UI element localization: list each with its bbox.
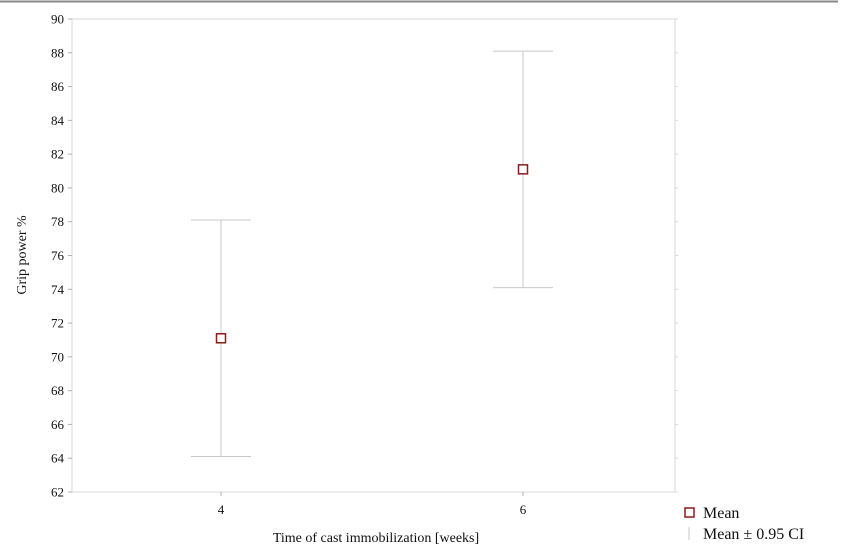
y-tick-label: 62 [51,485,64,500]
y-tick-label: 80 [51,180,64,195]
mean-marker [215,333,227,344]
y-tick-label: 66 [51,417,65,432]
y-tick-label: 86 [51,79,65,94]
y-tick-label: 90 [51,12,64,27]
y-axis: 62 64 66 68 70 72 74 76 78 80 82 84 86 88 90 [51,12,678,500]
y-axis-title: Grip power % [15,215,30,295]
plot-frame [71,18,676,493]
y-tick-label: 72 [51,316,64,331]
y-tick-label: 78 [51,214,64,229]
legend-mean-marker-icon [684,507,695,518]
y-tick-label: 76 [51,248,65,263]
legend-ci-label: Mean ± 0.95 CI [703,526,804,543]
legend-mean-label: Mean [703,505,739,522]
y-tick-label: 88 [51,45,64,60]
x-tick-label: 4 [218,502,225,517]
y-tick-label: 74 [51,282,65,297]
y-tick-label: 64 [51,451,65,466]
y-tick-label: 82 [51,147,64,162]
y-tick-label: 70 [51,349,64,364]
x-tick-label: 6 [520,502,527,517]
y-tick-label: 68 [51,383,64,398]
legend: Mean Mean ± 0.95 CI [684,505,804,543]
x-axis-title: Time of cast immobilization [weeks] [273,531,479,546]
y-tick-label: 84 [51,113,65,128]
mean-marker [517,164,529,175]
mean-markers [215,164,529,344]
error-bars [191,50,553,458]
